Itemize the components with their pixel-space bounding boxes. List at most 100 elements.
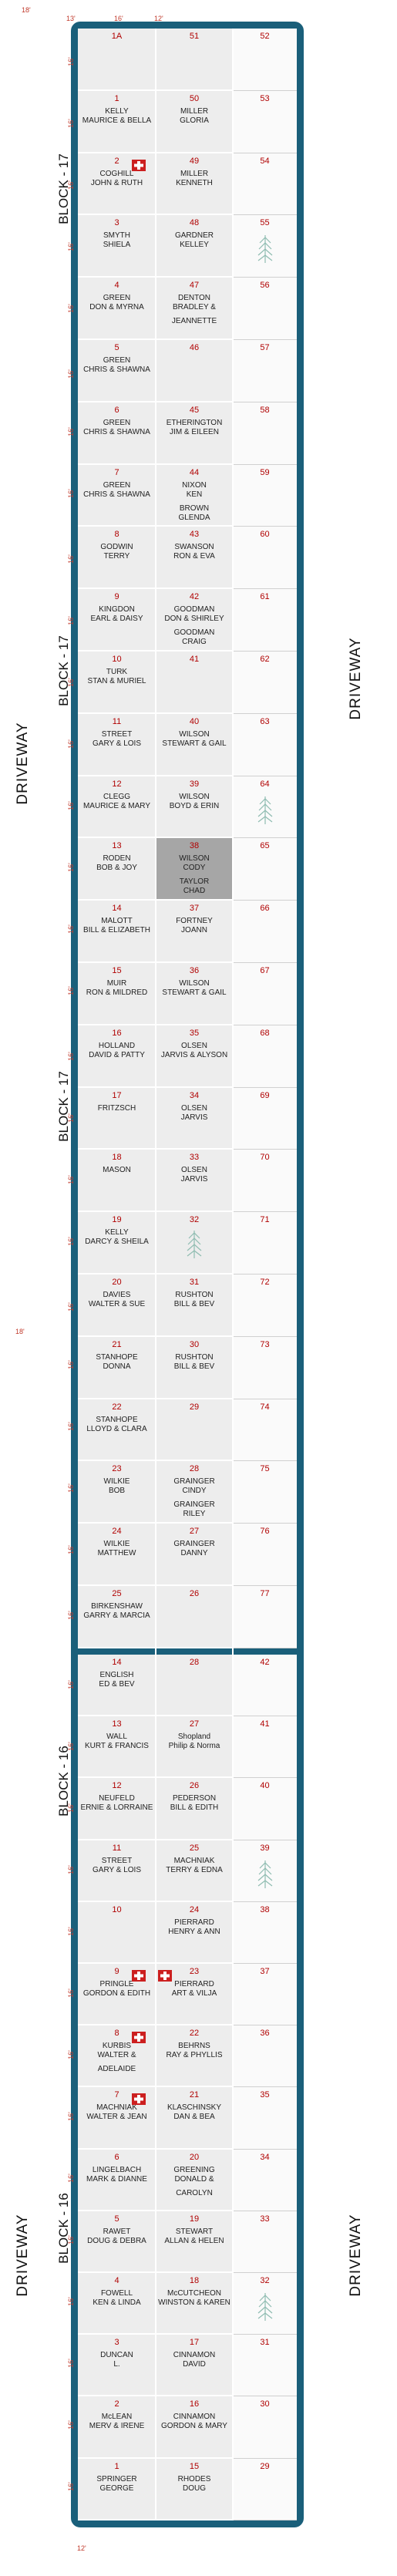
lot-cell[interactable]: 33 — [233, 2211, 297, 2273]
lot-cell[interactable]: 5 RAWET DOUG & DEBRA — [78, 2211, 156, 2273]
lot-cell[interactable]: 72 — [233, 1275, 297, 1337]
lot-cell[interactable]: 24 PIERRARD HENRY & ANN — [156, 1901, 233, 1964]
lot-cell[interactable]: 40 WILSON STEWART & GAIL — [156, 713, 233, 776]
lot-cell[interactable]: 44 NIXON KEN BROWN GLENDA — [156, 464, 233, 527]
lot-cell[interactable]: 13 WALL KURT & FRANCIS — [78, 1716, 156, 1779]
lot-cell[interactable]: 31 RUSHTON BILL & BEV — [156, 1275, 233, 1337]
lot-cell[interactable]: 52 — [233, 29, 297, 91]
lot-cell[interactable]: 17 FRITZSCH — [78, 1087, 156, 1150]
lot-cell[interactable]: 23 WILKIE BOB — [78, 1461, 156, 1524]
lot-cell[interactable]: 29 — [156, 1399, 233, 1462]
lot-cell[interactable]: 14 MALOTT BILL & ELIZABETH — [78, 901, 156, 963]
lot-cell[interactable]: 68 — [233, 1025, 297, 1088]
lot-cell[interactable]: 60 — [233, 527, 297, 590]
lot-cell[interactable]: 6 LINGELBACH MARK & DIANNE — [78, 2149, 156, 2211]
lot-cell[interactable]: 25 MACHNIAK TERRY & EDNA — [156, 1840, 233, 1902]
lot-cell[interactable]: 10 TURK STAN & MURIEL — [78, 652, 156, 714]
lot-cell[interactable]: 26 — [156, 1586, 233, 1648]
lot-cell[interactable]: 27 Shopland Philip & Norma — [156, 1716, 233, 1779]
lot-cell[interactable]: 42 — [233, 1655, 297, 1717]
lot-cell[interactable]: 75 — [233, 1461, 297, 1524]
lot-cell[interactable]: 22 STANHOPE LLOYD & CLARA — [78, 1399, 156, 1462]
lot-cell[interactable]: 26 PEDERSON BILL & EDITH — [156, 1778, 233, 1840]
lot-cell[interactable]: 59 — [233, 464, 297, 527]
lot-cell[interactable]: 8 GODWIN TERRY — [78, 527, 156, 590]
lot-cell[interactable]: 36 — [233, 2025, 297, 2088]
lot-cell[interactable]: 1A — [78, 29, 156, 91]
lot-cell[interactable]: 70 — [233, 1150, 297, 1213]
lot-cell[interactable]: 11 STREET GARY & LOIS — [78, 713, 156, 776]
lot-cell[interactable]: 38 — [233, 1901, 297, 1964]
lot-cell[interactable]: 22 BEHRNS RAY & PHYLLIS — [156, 2025, 233, 2088]
lot-cell[interactable]: 62 — [233, 652, 297, 714]
lot-cell[interactable]: 1 KELLY MAURICE & BELLA — [78, 90, 156, 153]
lot-cell[interactable]: 28 — [156, 1655, 233, 1717]
lot-cell[interactable]: 2 McLEAN MERV & IRENE — [78, 2396, 156, 2459]
lot-cell[interactable]: 71 — [233, 1212, 297, 1275]
lot-cell[interactable]: 10 — [78, 1901, 156, 1964]
lot-cell[interactable]: 31 — [233, 2335, 297, 2397]
lot-cell[interactable]: 40 — [233, 1778, 297, 1840]
lot-cell[interactable]: 28 GRAINGER CINDY GRAINGER RILEY — [156, 1461, 233, 1524]
lot-cell[interactable]: 20 DAVIES WALTER & SUE — [78, 1275, 156, 1337]
lot-cell[interactable]: 21 STANHOPE DONNA — [78, 1336, 156, 1399]
lot-cell[interactable]: 30 RUSHTON BILL & BEV — [156, 1336, 233, 1399]
lot-cell[interactable]: 39 WILSON BOYD & ERIN — [156, 776, 233, 839]
lot-cell[interactable]: 3 SMYTH SHIELA — [78, 215, 156, 278]
lot-cell[interactable]: 51 — [156, 29, 233, 91]
lot-cell[interactable]: 69 — [233, 1087, 297, 1150]
lot-cell[interactable]: 4 FOWELL KEN & LINDA — [78, 2273, 156, 2335]
lot-cell[interactable]: 48 GARDNER KELLEY — [156, 215, 233, 278]
lot-cell[interactable]: 34 OLSEN JARVIS — [156, 1087, 233, 1150]
lot-cell[interactable]: 11 STREET GARY & LOIS — [78, 1840, 156, 1902]
lot-cell[interactable]: 9 KINGDON EARL & DAISY — [78, 589, 156, 652]
lot-cell[interactable]: 49 MILLER KENNETH — [156, 153, 233, 216]
lot-cell[interactable]: 19 STEWART ALLAN & HELEN — [156, 2211, 233, 2273]
lot-cell[interactable]: 35 OLSEN JARVIS & ALYSON — [156, 1025, 233, 1088]
lot-cell[interactable]: 15 MUIR RON & MILDRED — [78, 963, 156, 1025]
lot-cell[interactable]: 63 — [233, 713, 297, 776]
lot-cell[interactable]: 29 — [233, 2458, 297, 2520]
lot-cell[interactable]: 5 GREEN CHRIS & SHAWNA — [78, 340, 156, 402]
lot-cell[interactable]: 37 — [233, 1964, 297, 2026]
lot-cell[interactable]: 76 — [233, 1524, 297, 1586]
lot-cell[interactable]: 12 CLEGG MAURICE & MARY — [78, 776, 156, 839]
lot-cell[interactable]: 30 — [233, 2396, 297, 2459]
lot-cell[interactable]: 13 RODEN BOB & JOY — [78, 838, 156, 901]
lot-cell[interactable]: 23 PIERRARD ART & VILJA — [156, 1964, 233, 2026]
lot-cell[interactable]: 7 GREEN CHRIS & SHAWNA — [78, 464, 156, 527]
lot-cell[interactable]: 42 GOODMAN DON & SHIRLEY GOODMAN CRAIG — [156, 589, 233, 652]
lot-cell[interactable]: 36 WILSON STEWART & GAIL — [156, 963, 233, 1025]
lot-cell[interactable]: 14 ENGLISH ED & BEV — [78, 1655, 156, 1717]
lot-cell[interactable]: 46 — [156, 340, 233, 402]
lot-cell[interactable]: 66 — [233, 901, 297, 963]
lot-cell[interactable]: 19 KELLY DARCY & SHEILA — [78, 1212, 156, 1275]
lot-cell[interactable]: 33 OLSEN JARVIS — [156, 1150, 233, 1213]
lot-cell[interactable]: 34 — [233, 2149, 297, 2211]
lot-cell[interactable]: 24 WILKIE MATTHEW — [78, 1524, 156, 1586]
lot-cell[interactable]: 25 BIRKENSHAW GARRY & MARCIA — [78, 1586, 156, 1648]
lot-cell[interactable]: 45 ETHERINGTON JIM & EILEEN — [156, 402, 233, 465]
lot-cell[interactable]: 21 KLASCHINSKY DAN & BEA — [156, 2087, 233, 2150]
lot-cell[interactable]: 43 SWANSON RON & EVA — [156, 527, 233, 590]
lot-cell[interactable]: 16 CINNAMON GORDON & MARY — [156, 2396, 233, 2459]
lot-cell[interactable]: 17 CINNAMON DAVID — [156, 2335, 233, 2397]
lot-cell[interactable]: 18 McCUTCHEON WINSTON & KAREN — [156, 2273, 233, 2335]
lot-cell[interactable]: 50 MILLER GLORIA — [156, 90, 233, 153]
lot-cell[interactable]: 12 NEUFELD ERNIE & LORRAINE — [78, 1778, 156, 1840]
lot-cell[interactable]: 4 GREEN DON & MYRNA — [78, 278, 156, 340]
lot-cell[interactable]: 61 — [233, 589, 297, 652]
lot-cell[interactable]: 67 — [233, 963, 297, 1025]
lot-cell[interactable]: 15 RHODES DOUG — [156, 2458, 233, 2520]
lot-cell[interactable]: 38 WILSON CODY TAYLOR CHAD — [156, 838, 233, 901]
lot-cell[interactable]: 37 FORTNEY JOANN — [156, 901, 233, 963]
lot-cell[interactable]: 18 MASON — [78, 1150, 156, 1213]
lot-cell[interactable]: 3 DUNCAN L. — [78, 2335, 156, 2397]
lot-cell[interactable]: 54 — [233, 153, 297, 216]
lot-cell[interactable]: 41 — [233, 1716, 297, 1779]
lot-cell[interactable]: 58 — [233, 402, 297, 465]
lot-cell[interactable]: 73 — [233, 1336, 297, 1399]
lot-cell[interactable]: 74 — [233, 1399, 297, 1462]
lot-cell[interactable]: 27 GRAINGER DANNY — [156, 1524, 233, 1586]
lot-cell[interactable]: 6 GREEN CHRIS & SHAWNA — [78, 402, 156, 465]
